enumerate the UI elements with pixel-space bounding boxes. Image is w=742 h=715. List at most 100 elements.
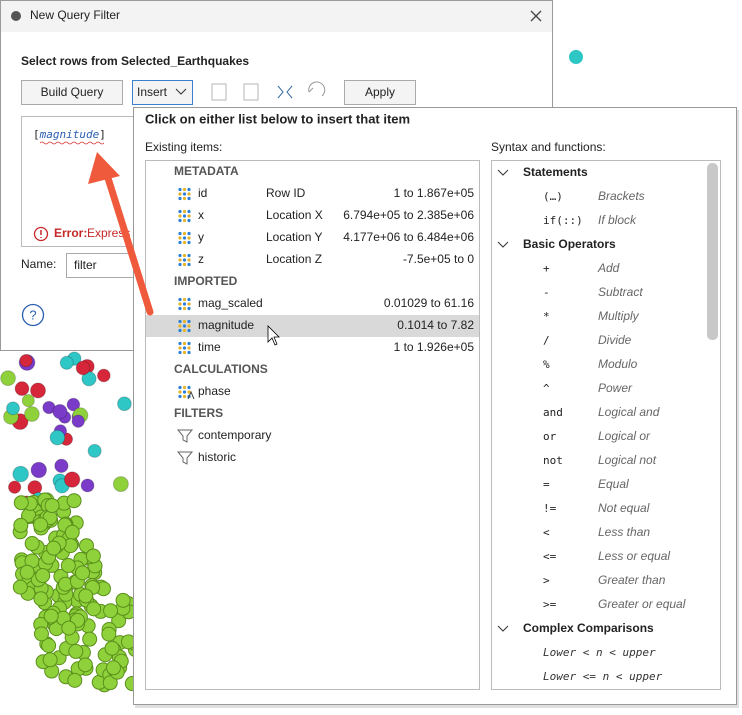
sphere bbox=[13, 495, 29, 511]
close-button[interactable] bbox=[530, 10, 542, 22]
item-range: 0.01029 to 61.16 bbox=[384, 296, 474, 310]
icon-dot bbox=[178, 385, 182, 390]
icon-dot bbox=[178, 262, 182, 267]
sphere bbox=[6, 401, 20, 416]
syntax-symbol: (…) bbox=[543, 190, 563, 203]
syntax-symbol: not bbox=[543, 454, 563, 467]
sphere bbox=[33, 626, 49, 642]
sphere bbox=[52, 404, 68, 420]
sphere bbox=[14, 381, 30, 396]
syntax-symbol: + bbox=[543, 262, 550, 275]
syntax-list bbox=[491, 160, 721, 690]
icon-dot bbox=[187, 214, 191, 218]
error-text: Express bbox=[87, 226, 130, 240]
sphere bbox=[86, 601, 102, 617]
popup-heading: Click on either list below to insert tha… bbox=[145, 111, 410, 126]
chevron bbox=[497, 241, 509, 248]
sphere bbox=[30, 461, 48, 479]
syntax-desc: Modulo bbox=[598, 357, 638, 371]
sphere bbox=[0, 370, 16, 387]
item-name: id bbox=[198, 186, 207, 200]
sphere bbox=[67, 672, 83, 688]
syntax-symbol: and bbox=[543, 406, 563, 419]
icon-dot bbox=[178, 341, 182, 346]
help-button[interactable] bbox=[21, 303, 45, 327]
existing-list bbox=[145, 160, 480, 690]
icon-dot bbox=[187, 253, 191, 258]
syntax-symbol: or bbox=[543, 430, 557, 443]
item-name: historic bbox=[198, 450, 236, 464]
icon-dot bbox=[187, 240, 191, 245]
group-title: Statements bbox=[523, 165, 588, 179]
apply-button[interactable] bbox=[344, 80, 416, 105]
name-input[interactable] bbox=[66, 253, 137, 278]
syntax-symbol: / bbox=[543, 334, 550, 347]
icon-dot bbox=[178, 253, 182, 258]
icon-dot bbox=[178, 192, 182, 196]
syntax-symbol: * bbox=[543, 310, 550, 323]
syntax-symbol: < bbox=[543, 526, 550, 539]
sphere bbox=[59, 355, 74, 370]
sphere bbox=[63, 471, 81, 488]
sphere bbox=[46, 540, 62, 556]
item-range: 1 to 1.926e+05 bbox=[394, 340, 475, 354]
icon-dot bbox=[182, 302, 187, 306]
icon-dot bbox=[187, 328, 191, 333]
sphere bbox=[60, 558, 76, 574]
syntax-desc: Multiply bbox=[598, 309, 640, 323]
syntax-desc: Greater than bbox=[598, 573, 666, 587]
item-name: x bbox=[198, 208, 204, 222]
sphere bbox=[115, 592, 131, 608]
icon-dot bbox=[182, 385, 187, 390]
sphere bbox=[78, 538, 94, 554]
filter-icon bbox=[176, 451, 194, 465]
syntax-symbol: Lower <= n < upper bbox=[543, 670, 663, 683]
button-label: Build Query bbox=[41, 85, 104, 99]
syntax-symbol: ^ bbox=[543, 382, 550, 395]
build-query-button[interactable] bbox=[21, 80, 123, 105]
field-name: magnitude bbox=[39, 128, 100, 141]
syntax-symbol: Lower < n < upper bbox=[543, 646, 656, 659]
spell-underline bbox=[39, 141, 105, 145]
icon-dot bbox=[178, 214, 182, 218]
sphere bbox=[68, 643, 84, 659]
item-name: time bbox=[198, 340, 221, 354]
sphere bbox=[82, 631, 98, 647]
icon-dot bbox=[187, 319, 191, 324]
expression-editor[interactable] bbox=[21, 116, 152, 247]
mouse-cursor bbox=[267, 325, 280, 346]
toolbar-icons bbox=[211, 81, 326, 101]
icon-dot bbox=[182, 324, 187, 328]
group-title: IMPORTED bbox=[174, 274, 238, 288]
syntax-desc: Not equal bbox=[598, 501, 650, 515]
icon-dot bbox=[182, 253, 187, 258]
icon-dot bbox=[187, 209, 191, 214]
insert-popup: Click on either list below to insert tha… bbox=[133, 107, 739, 708]
sphere bbox=[12, 579, 28, 595]
icon-dot bbox=[178, 324, 182, 328]
sphere bbox=[24, 406, 40, 422]
sphere bbox=[75, 565, 91, 581]
item-desc: Location X bbox=[266, 208, 323, 222]
calc-icon bbox=[187, 390, 195, 400]
chevron bbox=[497, 169, 509, 176]
item-range: 6.794e+05 to 2.385e+06 bbox=[343, 208, 474, 222]
group-title: FILTERS bbox=[174, 406, 223, 420]
sphere bbox=[77, 657, 93, 673]
sphere bbox=[7, 480, 22, 494]
icon-dot bbox=[182, 258, 187, 262]
name-value: filter bbox=[74, 258, 97, 272]
icon-dot bbox=[182, 297, 187, 302]
sphere bbox=[105, 660, 121, 676]
sphere bbox=[19, 353, 33, 368]
syntax-symbol: if(::) bbox=[543, 214, 583, 227]
icon-dot bbox=[187, 385, 191, 390]
icon-dot bbox=[178, 231, 182, 236]
button-label: Insert bbox=[137, 85, 168, 99]
title-bar bbox=[1, 1, 552, 32]
icon-dot bbox=[182, 390, 187, 394]
scrollbar-thumb[interactable] bbox=[707, 163, 718, 340]
syntax-desc: Logical and bbox=[598, 405, 660, 419]
icon-dot bbox=[178, 236, 182, 240]
